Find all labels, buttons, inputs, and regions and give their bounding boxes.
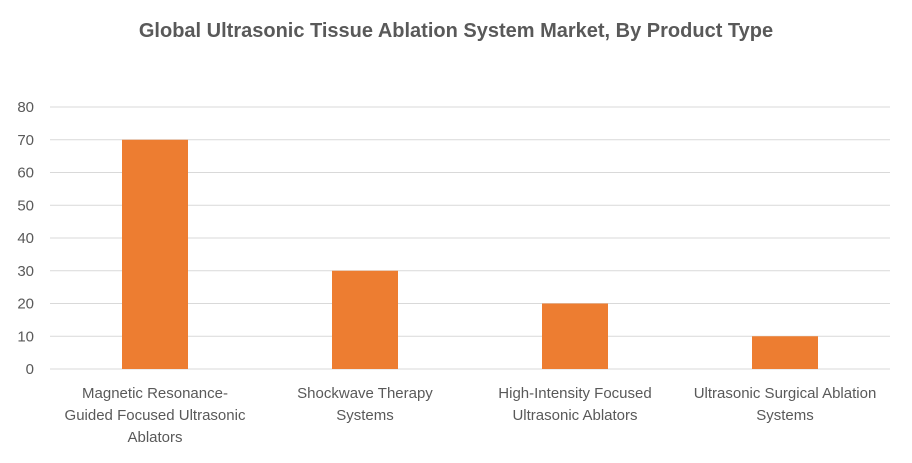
y-tick-label: 80 xyxy=(17,99,34,116)
x-tick-label-line: Ultrasonic Ablators xyxy=(512,407,637,424)
x-tick-label: Ultrasonic Surgical Ablation Systems xyxy=(694,385,877,424)
x-tick-label-line: Ablators xyxy=(127,429,182,446)
bar xyxy=(752,336,818,369)
bar xyxy=(122,139,188,369)
y-tick-label: 60 xyxy=(17,165,34,182)
x-tick-label-line: Ultrasonic Surgical Ablation xyxy=(694,385,877,402)
x-tick-label-line: Guided Focused Ultrasonic xyxy=(65,407,246,424)
x-tick-label: High-Intensity Focused Ultrasonic Ablator… xyxy=(498,385,651,424)
y-tick-label: 70 xyxy=(17,132,34,149)
y-tick-label: 50 xyxy=(17,197,34,214)
chart-title: Global Ultrasonic Tissue Ablation System… xyxy=(138,20,774,42)
x-tick-label-line: High-Intensity Focused xyxy=(498,385,651,402)
x-tick-label-line: Shockwave Therapy xyxy=(297,385,433,402)
y-tick-label: 10 xyxy=(17,328,34,345)
bar xyxy=(332,270,398,369)
y-tick-label: 30 xyxy=(17,263,34,280)
bar xyxy=(542,303,608,369)
x-tick-label: Shockwave Therapy Systems xyxy=(297,385,433,424)
x-tick-label-line: Systems xyxy=(756,407,814,424)
y-tick-label: 0 xyxy=(26,361,34,378)
x-tick-label: Magnetic Resonance- Guided Focused Ultras… xyxy=(65,385,246,446)
y-tick-label: 20 xyxy=(17,296,34,313)
x-tick-label-line: Magnetic Resonance- xyxy=(82,385,228,402)
y-tick-label: 40 xyxy=(17,230,34,247)
x-tick-label-line: Systems xyxy=(336,407,394,424)
